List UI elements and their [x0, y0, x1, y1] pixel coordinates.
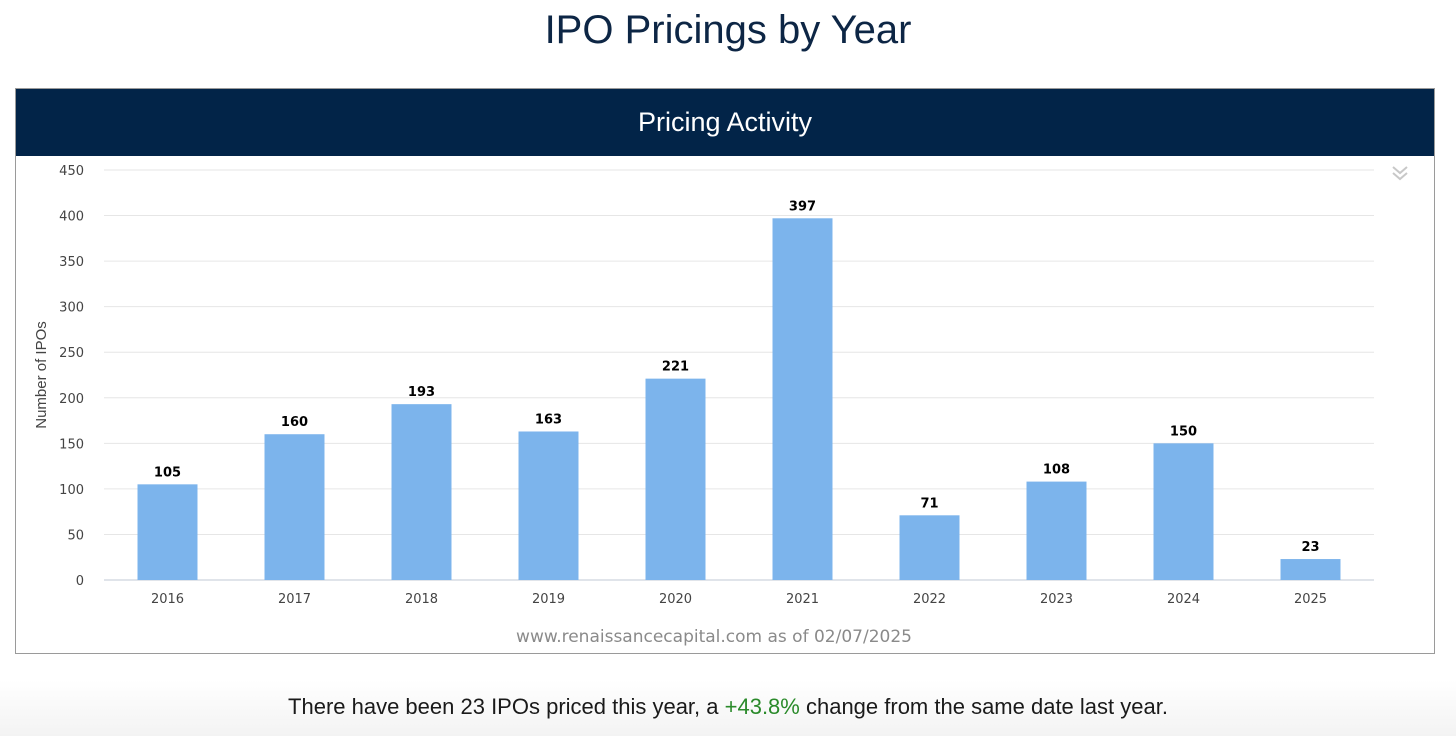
bar-2025[interactable] — [1280, 559, 1341, 580]
y-tick-label: 200 — [59, 392, 84, 407]
bar-chart: 105 160 193 163 221 397 71 108 150 23 0 50 100 150 20… — [33, 164, 1408, 647]
bar-2024[interactable] — [1153, 443, 1214, 580]
summary-text: There have been 23 IPOs priced this year… — [0, 692, 1456, 722]
y-tick-label: 50 — [67, 528, 84, 543]
x-tick-label-2024: 2024 — [1167, 592, 1200, 607]
bars — [137, 218, 1341, 581]
data-label-2023: 108 — [1043, 463, 1070, 478]
footer-bar — [0, 680, 1456, 736]
y-axis-label: Number of IPOs — [33, 321, 50, 429]
x-tick-label-2016: 2016 — [151, 592, 184, 607]
data-label-2025: 23 — [1301, 540, 1319, 555]
summary-change: +43.8% — [724, 694, 800, 719]
data-label-2017: 160 — [281, 415, 308, 430]
data-label-2019: 163 — [535, 412, 562, 427]
x-axis-ticks: 2016 2017 2018 2019 2020 2021 2022 2023 2024 2025 — [151, 592, 1327, 607]
bar-2016[interactable] — [137, 484, 198, 580]
page-title: IPO Pricings by Year — [544, 8, 912, 52]
double-chevron-down-icon[interactable] — [1392, 166, 1408, 181]
y-tick-label: 400 — [59, 210, 84, 225]
data-labels: 105 160 193 163 221 397 71 108 150 23 — [154, 199, 1320, 555]
x-tick-label-2020: 2020 — [659, 592, 692, 607]
x-tick-label-2018: 2018 — [405, 592, 438, 607]
y-tick-label: 350 — [59, 255, 84, 270]
y-tick-label: 450 — [59, 164, 84, 179]
bar-2018[interactable] — [391, 404, 452, 580]
x-tick-label-2019: 2019 — [532, 592, 565, 607]
data-label-2018: 193 — [408, 385, 435, 400]
y-tick-label: 150 — [59, 437, 84, 452]
summary-prefix: There have been 23 IPOs priced this year… — [288, 694, 725, 719]
data-label-2016: 105 — [154, 465, 181, 480]
summary-suffix: change from the same date last year. — [799, 694, 1168, 719]
x-tick-label-2021: 2021 — [786, 592, 819, 607]
y-tick-label: 300 — [59, 301, 84, 316]
chart-panel: Pricing Activity 105 160 193 163 221 397 71 108… — [15, 88, 1435, 654]
chart-header: Pricing Activity — [16, 89, 1434, 156]
y-tick-label: 100 — [59, 483, 84, 498]
source-credit: www.renaissancecapital.com as of 02/07/2… — [516, 627, 912, 647]
data-label-2020: 221 — [662, 360, 689, 375]
y-axis-ticks: 0 50 100 150 200 250 300 350 400 450 — [59, 164, 84, 589]
data-label-2021: 397 — [789, 199, 816, 214]
bar-2023[interactable] — [1026, 481, 1087, 580]
bar-2022[interactable] — [899, 515, 960, 580]
data-label-2024: 150 — [1170, 424, 1197, 439]
bar-2020[interactable] — [645, 378, 706, 580]
x-tick-label-2017: 2017 — [278, 592, 311, 607]
data-label-2022: 71 — [920, 496, 938, 511]
bar-2019[interactable] — [518, 431, 579, 580]
x-tick-label-2025: 2025 — [1294, 592, 1327, 607]
bar-2017[interactable] — [264, 434, 325, 580]
x-tick-label-2023: 2023 — [1040, 592, 1073, 607]
y-tick-label: 0 — [76, 574, 84, 589]
y-tick-label: 250 — [59, 346, 84, 361]
bar-2021[interactable] — [772, 218, 833, 581]
x-tick-label-2022: 2022 — [913, 592, 946, 607]
